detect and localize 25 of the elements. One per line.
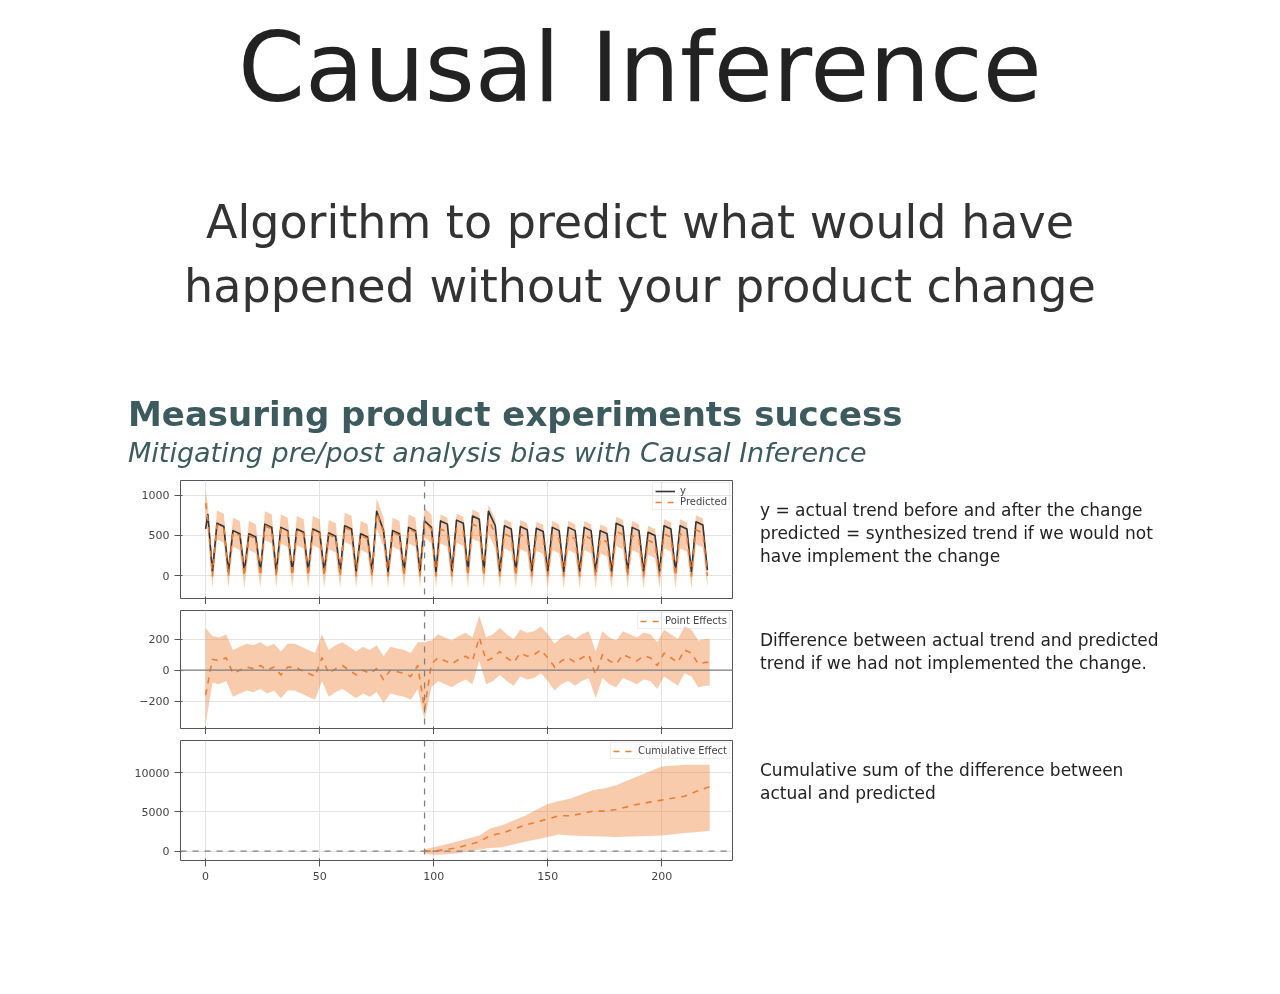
text: y = actual trend before and after the change predicted = synthesized trend if we would not have implement the change [760, 499, 1154, 568]
y-tick-label: −200 [139, 695, 170, 709]
y-tick-label: 500 [148, 529, 170, 543]
y-tick-label: 200 [148, 633, 170, 647]
x-tick-label: 50 [312, 869, 327, 883]
legend-label: Cumulative Effect [637, 745, 727, 756]
y-tick-label: 5000 [141, 805, 170, 819]
text: Measuring product experiments success [128, 393, 903, 436]
y-tick-label: 0 [162, 569, 170, 583]
y-tick-label: 1000 [141, 489, 170, 503]
x-tick-label: 200 [651, 869, 673, 883]
chart-subtitle: Algorithm to predict what would have happened without your product change [183, 194, 1097, 316]
text: Cumulative sum of the difference between actual and predicted [760, 759, 1125, 805]
text: Mitigating pre/post analysis bias with Causal Inference [128, 436, 867, 470]
legend-label: y [680, 485, 686, 496]
y-tick-label: 0 [162, 845, 170, 859]
y-tick-label: 0 [162, 664, 170, 678]
legend-label: Point Effects [665, 615, 727, 626]
legend-label: Predicted [680, 496, 727, 507]
text: Difference between actual trend and predicted trend if we had not implemented the change. [760, 629, 1160, 675]
x-tick-label: 0 [202, 869, 210, 883]
x-tick-label: 150 [537, 869, 559, 883]
chart-title: Causal Inference [238, 11, 1042, 126]
y-tick-label: 10000 [134, 766, 170, 780]
x-tick-label: 100 [423, 869, 445, 883]
